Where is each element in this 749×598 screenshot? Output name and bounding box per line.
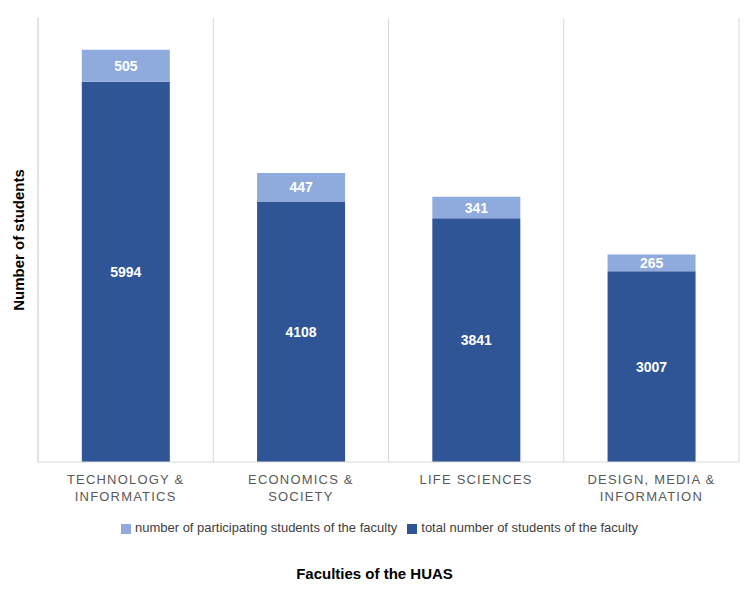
html-text:total number of students of th: total number of students of the faculty — [421, 520, 639, 535]
svg-text:INFORMATICS: INFORMATICS — [75, 489, 177, 504]
svg-text:341: 341 — [465, 200, 489, 216]
svg-text:505: 505 — [114, 58, 138, 74]
svg-text:265: 265 — [640, 255, 664, 271]
svg-text:447: 447 — [289, 179, 313, 195]
html-text:number of participating studen: number of participating students of the … — [134, 520, 398, 535]
html-text:Faculties of the HUAS: Faculties of the HUAS — [296, 565, 453, 582]
svg-text:SOCIETY: SOCIETY — [268, 489, 333, 504]
svg-text:INFORMATION: INFORMATION — [600, 489, 703, 504]
svg-text:ECONOMICS &: ECONOMICS & — [248, 472, 354, 487]
html-text:Number of students: Number of students — [9, 169, 27, 311]
svg-text:3841: 3841 — [461, 332, 492, 348]
svg-text:LIFE SCIENCES: LIFE SCIENCES — [420, 472, 533, 487]
svg-text:DESIGN, MEDIA &: DESIGN, MEDIA & — [587, 472, 715, 487]
svg-text:TECHNOLOGY &: TECHNOLOGY & — [67, 472, 184, 487]
svg-text:4108: 4108 — [285, 324, 316, 340]
svg-text:3007: 3007 — [636, 359, 667, 375]
svg-text:5994: 5994 — [110, 264, 141, 280]
